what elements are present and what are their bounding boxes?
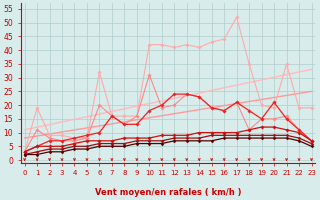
X-axis label: Vent moyen/en rafales ( km/h ): Vent moyen/en rafales ( km/h ) xyxy=(95,188,241,197)
